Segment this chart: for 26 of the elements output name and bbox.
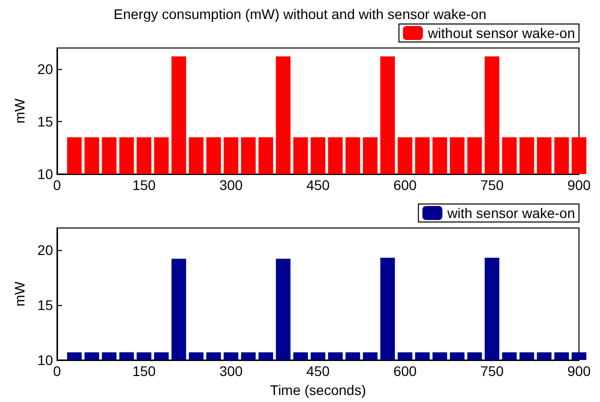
x-tick-label: 150 — [132, 363, 156, 379]
x-tick-label: 900 — [567, 363, 591, 379]
legend-label: without sensor wake-on — [426, 25, 576, 41]
x-tick-label: 600 — [393, 177, 417, 193]
x-tick-label: 300 — [219, 363, 243, 379]
x-tick-label: 900 — [567, 177, 591, 193]
x-tick-label: 0 — [53, 177, 62, 193]
y-tick-label: 20 — [37, 242, 54, 258]
x-tick-label: 750 — [480, 177, 504, 193]
y-tick-label: 20 — [37, 61, 54, 77]
y-tick-label: 10 — [37, 166, 54, 182]
y-tick-label: 15 — [37, 114, 54, 130]
x-tick-label: 0 — [53, 363, 62, 379]
x-tick-label: 750 — [480, 363, 504, 379]
x-tick-label: 150 — [132, 177, 156, 193]
x-tick-label: 600 — [393, 363, 417, 379]
y-tick-label: 10 — [37, 352, 54, 368]
x-tick-label: 300 — [219, 177, 243, 193]
x-axis-title: Time (seconds) — [270, 382, 366, 398]
y-axis-title: mW — [12, 280, 28, 306]
x-tick-label: 450 — [306, 177, 330, 193]
y-tick-label: 15 — [37, 297, 54, 313]
y-axis-title: mW — [12, 98, 28, 124]
x-tick-label: 450 — [306, 363, 330, 379]
legend-label: with sensor wake-on — [446, 205, 576, 221]
chart-title: Energy consumption (mW) without and with sensor wake-on — [114, 6, 486, 22]
